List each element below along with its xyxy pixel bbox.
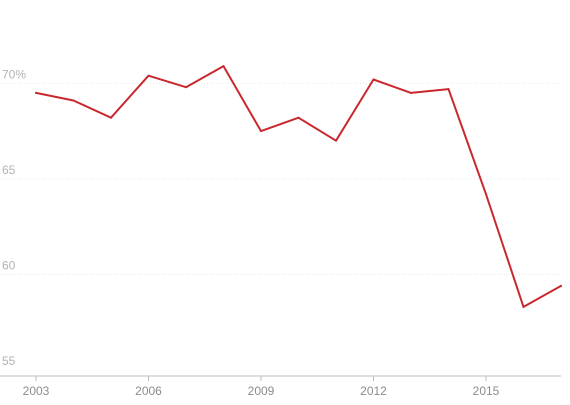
data-point	[372, 78, 375, 81]
x-tick-label: 2012	[360, 384, 387, 398]
data-point	[147, 74, 150, 77]
y-tick-label: 65	[2, 163, 16, 177]
data-point	[560, 284, 562, 287]
y-tick-label: 60	[2, 258, 16, 272]
y-axis: 55 60 65 70%	[2, 67, 26, 368]
data-point	[410, 91, 412, 94]
data-point	[222, 65, 225, 68]
data-point	[185, 86, 187, 89]
series-line	[35, 65, 562, 308]
x-axis: 2003 2006 2009 2012 2015	[0, 375, 561, 398]
data-point	[522, 305, 525, 308]
x-tick-label: 2015	[473, 384, 500, 398]
data-point	[447, 88, 450, 91]
data-point	[297, 116, 300, 119]
y-tick-label: 70%	[2, 67, 26, 81]
data-point	[485, 193, 487, 196]
y-tick-label: 55	[2, 354, 16, 368]
series-layer	[35, 65, 562, 308]
data-point	[335, 139, 337, 142]
data-point	[72, 99, 75, 102]
gridlines	[0, 82, 561, 275]
x-tick-label: 2009	[248, 384, 275, 398]
data-point	[260, 130, 262, 133]
data-point	[35, 91, 37, 94]
data-point	[110, 116, 112, 119]
x-tick-label: 2003	[23, 384, 50, 398]
x-tick-label: 2006	[135, 384, 162, 398]
